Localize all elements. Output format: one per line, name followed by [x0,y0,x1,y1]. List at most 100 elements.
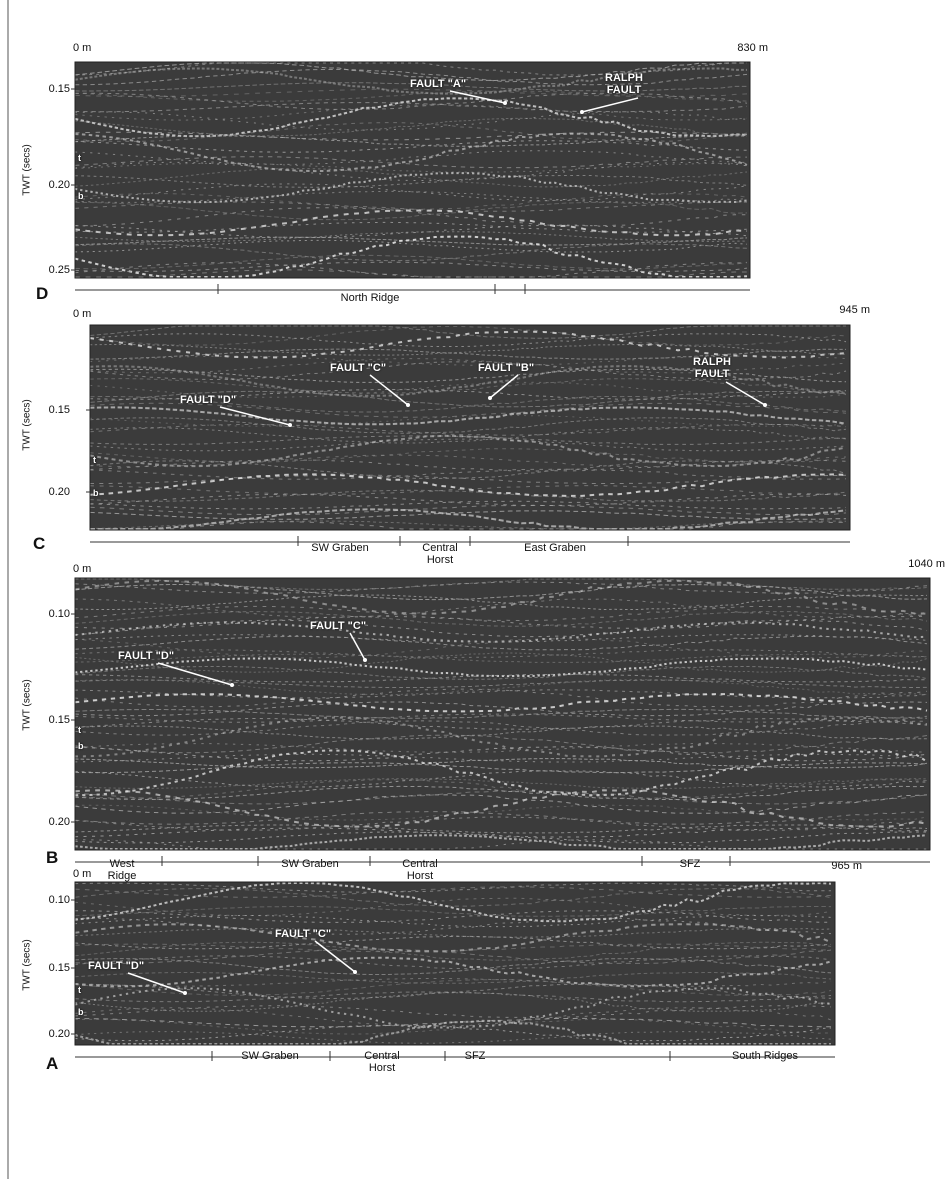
reflector [89,325,846,339]
reflector [74,207,748,227]
reflector [89,489,847,502]
reflector [89,406,847,426]
reflector [74,789,928,828]
reflector [74,594,928,611]
reflector [74,717,928,730]
reflector [89,485,846,495]
reflector [74,1024,832,1042]
region-label: South Ridges [731,1050,799,1062]
reflector [74,201,748,212]
fault-annotation: FAULT "C" [275,928,332,940]
y-tick-label: 0.10 [48,608,70,620]
seismic-section [75,578,930,850]
reflector [74,156,747,169]
reflector [89,361,847,381]
reflector [74,262,748,278]
reflector [74,92,748,111]
panel-letter: A [46,1054,59,1073]
reflector [74,619,928,638]
reflector [89,427,847,444]
reflector [74,804,928,821]
reflector [89,505,847,516]
reflector [74,82,747,92]
section-frame [89,324,851,531]
arrow-head [488,396,492,400]
reflector [74,693,928,713]
reflector [89,500,847,510]
reflector [74,824,928,834]
reflector [74,923,832,953]
reflector [74,886,832,898]
reflector [90,508,847,530]
reflector [89,510,846,520]
reflector [74,749,928,797]
reflector [74,1031,832,1044]
reflector [74,762,928,774]
reflector [89,473,847,497]
reflector [89,402,847,418]
distance-start: 0 m [73,42,92,54]
reflector [89,460,847,479]
y-tick-label: 0.10 [48,894,70,906]
reflector [74,131,748,141]
horizon-label: t [78,153,81,163]
reflector [74,122,748,142]
reflector [74,611,928,627]
reflector [74,649,928,658]
reflector [74,1018,832,1035]
annotation-arrow [369,374,409,406]
reflector [89,378,847,394]
arrow-head [363,658,367,662]
reflector [89,381,847,398]
annotation-arrow [449,90,506,104]
horizon-label: b [78,1007,84,1017]
annotation-arrow [127,972,186,994]
reflector [74,168,748,188]
reflector [89,520,847,530]
reflector [89,417,847,434]
reflector [74,172,748,204]
annotation-arrow [489,374,519,399]
annotation-arrow [581,97,639,113]
reflector [74,955,832,970]
reflector [74,758,928,769]
panel-letter: D [36,284,49,303]
reflector [74,935,832,950]
reflector [74,67,747,95]
region-label: SW Graben [311,542,369,554]
y-tick-label: 0.25 [48,264,70,276]
reflector [74,102,748,113]
reflector [89,438,847,452]
horizon-label: t [78,985,81,995]
reflector [74,811,927,825]
reflector [74,598,928,619]
reflector [89,434,847,468]
reflector [89,358,847,374]
reflector [74,897,832,917]
reflector [89,343,847,356]
reflector [74,665,928,680]
y-tick-label: 0.15 [48,714,70,726]
reflector [74,778,928,789]
reflector [74,1005,832,1018]
reflector [74,1017,831,1028]
reflector [89,493,847,507]
reflector [74,161,748,182]
axis-label: TWT (secs) [21,399,33,451]
annotation-arrow [725,381,766,406]
section-frame [74,881,836,1046]
reflector [74,111,747,131]
reflector [74,90,748,102]
reflector [74,725,927,740]
fault-annotation: FAULT "A" [410,78,467,90]
y-tick-label: 0.15 [48,962,70,974]
y-tick-label: 0.20 [48,1028,70,1040]
region-label: East Graben [524,542,586,554]
reflector [74,261,748,273]
fault-annotation: RALPH FAULT [693,356,731,380]
arrow-head [503,101,507,105]
arrow-head [763,403,767,407]
region-label: Central Horst [364,1050,400,1074]
annotation-arrow [314,940,356,973]
